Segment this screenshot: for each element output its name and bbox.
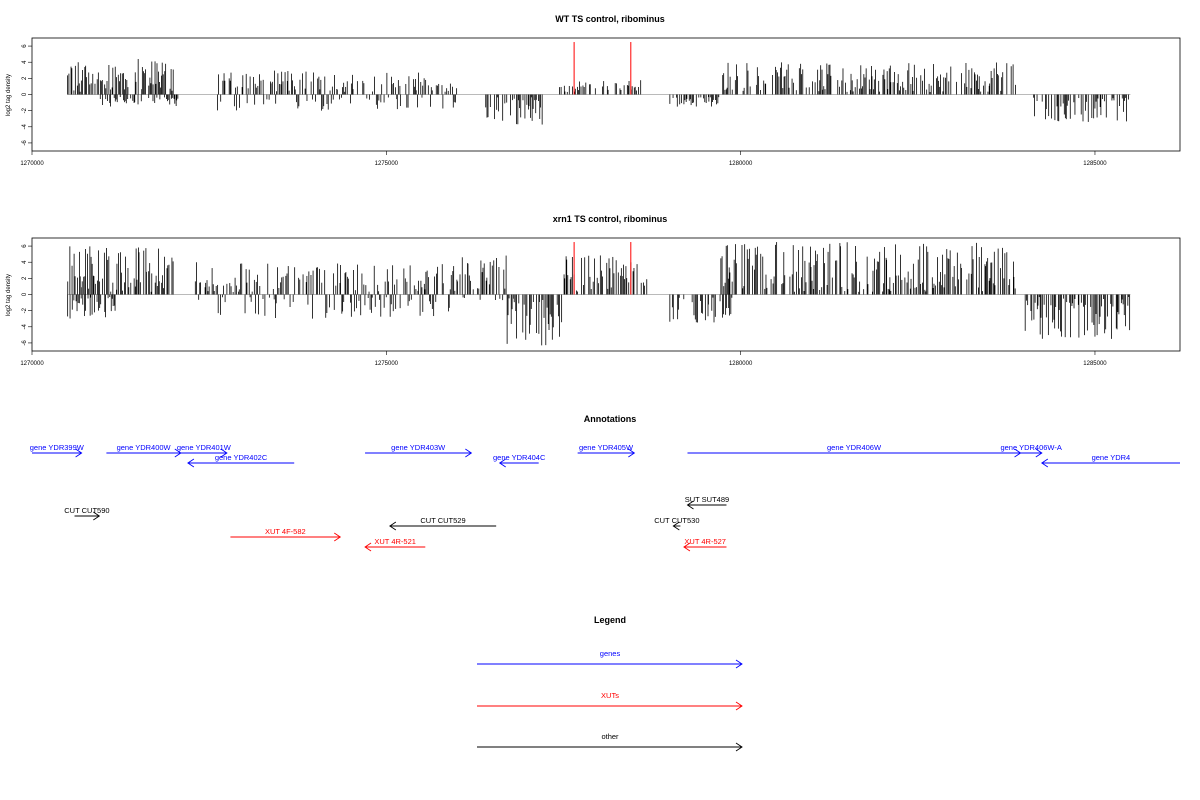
- x-tick-label: 1275000: [375, 161, 399, 167]
- y-axis-label: log2 tag density: [6, 274, 12, 316]
- x-tick-label: 1270000: [20, 161, 44, 167]
- legend-title: Legend: [594, 615, 626, 625]
- y-tick-label: 2: [22, 276, 28, 280]
- feature-label: CUT CUT530: [654, 516, 699, 525]
- feature-arrow-head: [672, 521, 680, 531]
- feature-label: XUT 4R-521: [374, 537, 416, 546]
- feature-arrow-head: [465, 448, 473, 458]
- feature-arrow-head: [75, 448, 83, 458]
- feature-label: gene YDR404C: [493, 453, 546, 462]
- annotation-features: gene YDR399W gene YDR400W gene YDR401Wgene…: [30, 443, 1180, 552]
- feature-label: gene YDR402C: [215, 453, 268, 462]
- annotations-title: Annotations: [584, 414, 637, 424]
- feature-label: gene YDR400W: [117, 443, 172, 452]
- x-tick-label: 1280000: [729, 361, 753, 367]
- y-tick-label: -6: [22, 140, 28, 146]
- legend-items: genes XUTs other: [477, 649, 743, 752]
- x-tick-label: 1280000: [729, 161, 753, 167]
- feature-arrow-head: [628, 448, 636, 458]
- track-title: WT TS control, ribominus: [555, 14, 665, 24]
- y-tick-label: 6: [22, 244, 28, 248]
- legend-arrow-head: [735, 659, 743, 669]
- feature-arrow-head: [93, 511, 101, 521]
- y-tick-label: -2: [22, 107, 28, 113]
- feature-label: gene YDR405W: [579, 443, 634, 452]
- feature-label: gene YDR399W: [30, 443, 85, 452]
- plot-area: 6 4 2 0 -2 -4 -6 1270000 1275000 1280000 1285000: [20, 42, 1131, 167]
- feature-arrow-head: [1041, 458, 1049, 468]
- feature-label: gene YDR406W-A: [1000, 443, 1061, 452]
- feature-arrow-head: [686, 500, 694, 510]
- y-tick-label: 4: [22, 60, 28, 64]
- feature-label: gene YDR403W: [391, 443, 446, 452]
- x-tick-label: 1285000: [1083, 361, 1107, 367]
- plot-area: 6 4 2 0 -2 -4 -6 1270000 1275000 1280000 1285000: [20, 242, 1131, 367]
- track-panel-wt: WT TS control, ribominus log2 tag densit…: [6, 14, 1181, 167]
- y-tick-label: -2: [22, 307, 28, 313]
- feature-label: CUT CUT529: [420, 516, 465, 525]
- track-panel-xrn1: xrn1 TS control, ribominus log2 tag dens…: [6, 214, 1181, 367]
- feature-arrow-head: [498, 458, 506, 468]
- y-tick-label: 2: [22, 76, 28, 80]
- feature-label: gene YDR401W: [177, 443, 232, 452]
- x-tick-label: 1275000: [375, 361, 399, 367]
- legend-label: XUTs: [601, 691, 619, 700]
- y-tick-label: -4: [22, 123, 28, 129]
- legend-panel: Legend genes XUTs other: [477, 615, 743, 752]
- feature-arrow-head: [389, 521, 397, 531]
- feature-arrow-head: [1035, 448, 1043, 458]
- legend-arrow-head: [735, 742, 743, 752]
- y-tick-label: 0: [22, 92, 28, 96]
- legend-label: genes: [600, 649, 621, 658]
- y-tick-label: 6: [22, 44, 28, 48]
- y-tick-label: -6: [22, 340, 28, 346]
- y-tick-label: -4: [22, 323, 28, 329]
- annotations-panel: Annotations gene YDR399W gene YDR400W gene…: [30, 414, 1180, 552]
- x-tick-label: 1270000: [20, 361, 44, 367]
- feature-arrow-head: [683, 542, 691, 552]
- feature-label: gene YDR406W: [827, 443, 882, 452]
- y-axis-label: log2 tag density: [6, 74, 12, 116]
- feature-arrow-head: [187, 458, 195, 468]
- feature-label: XUT 4F-582: [265, 527, 306, 536]
- y-tick-label: 0: [22, 292, 28, 296]
- feature-arrow-head: [334, 532, 342, 542]
- feature-arrow-head: [364, 542, 372, 552]
- feature-label: XUT 4R-527: [684, 537, 726, 546]
- y-tick-label: 4: [22, 260, 28, 264]
- track-title: xrn1 TS control, ribominus: [553, 214, 668, 224]
- legend-arrow-head: [735, 701, 743, 711]
- feature-label: CUT CUT590: [64, 506, 109, 515]
- feature-label: gene YDR4: [1092, 453, 1131, 462]
- feature-arrow-head: [220, 448, 228, 458]
- legend-label: other: [601, 732, 619, 741]
- x-tick-label: 1285000: [1083, 161, 1107, 167]
- feature-label: SUT SUT489: [685, 495, 729, 504]
